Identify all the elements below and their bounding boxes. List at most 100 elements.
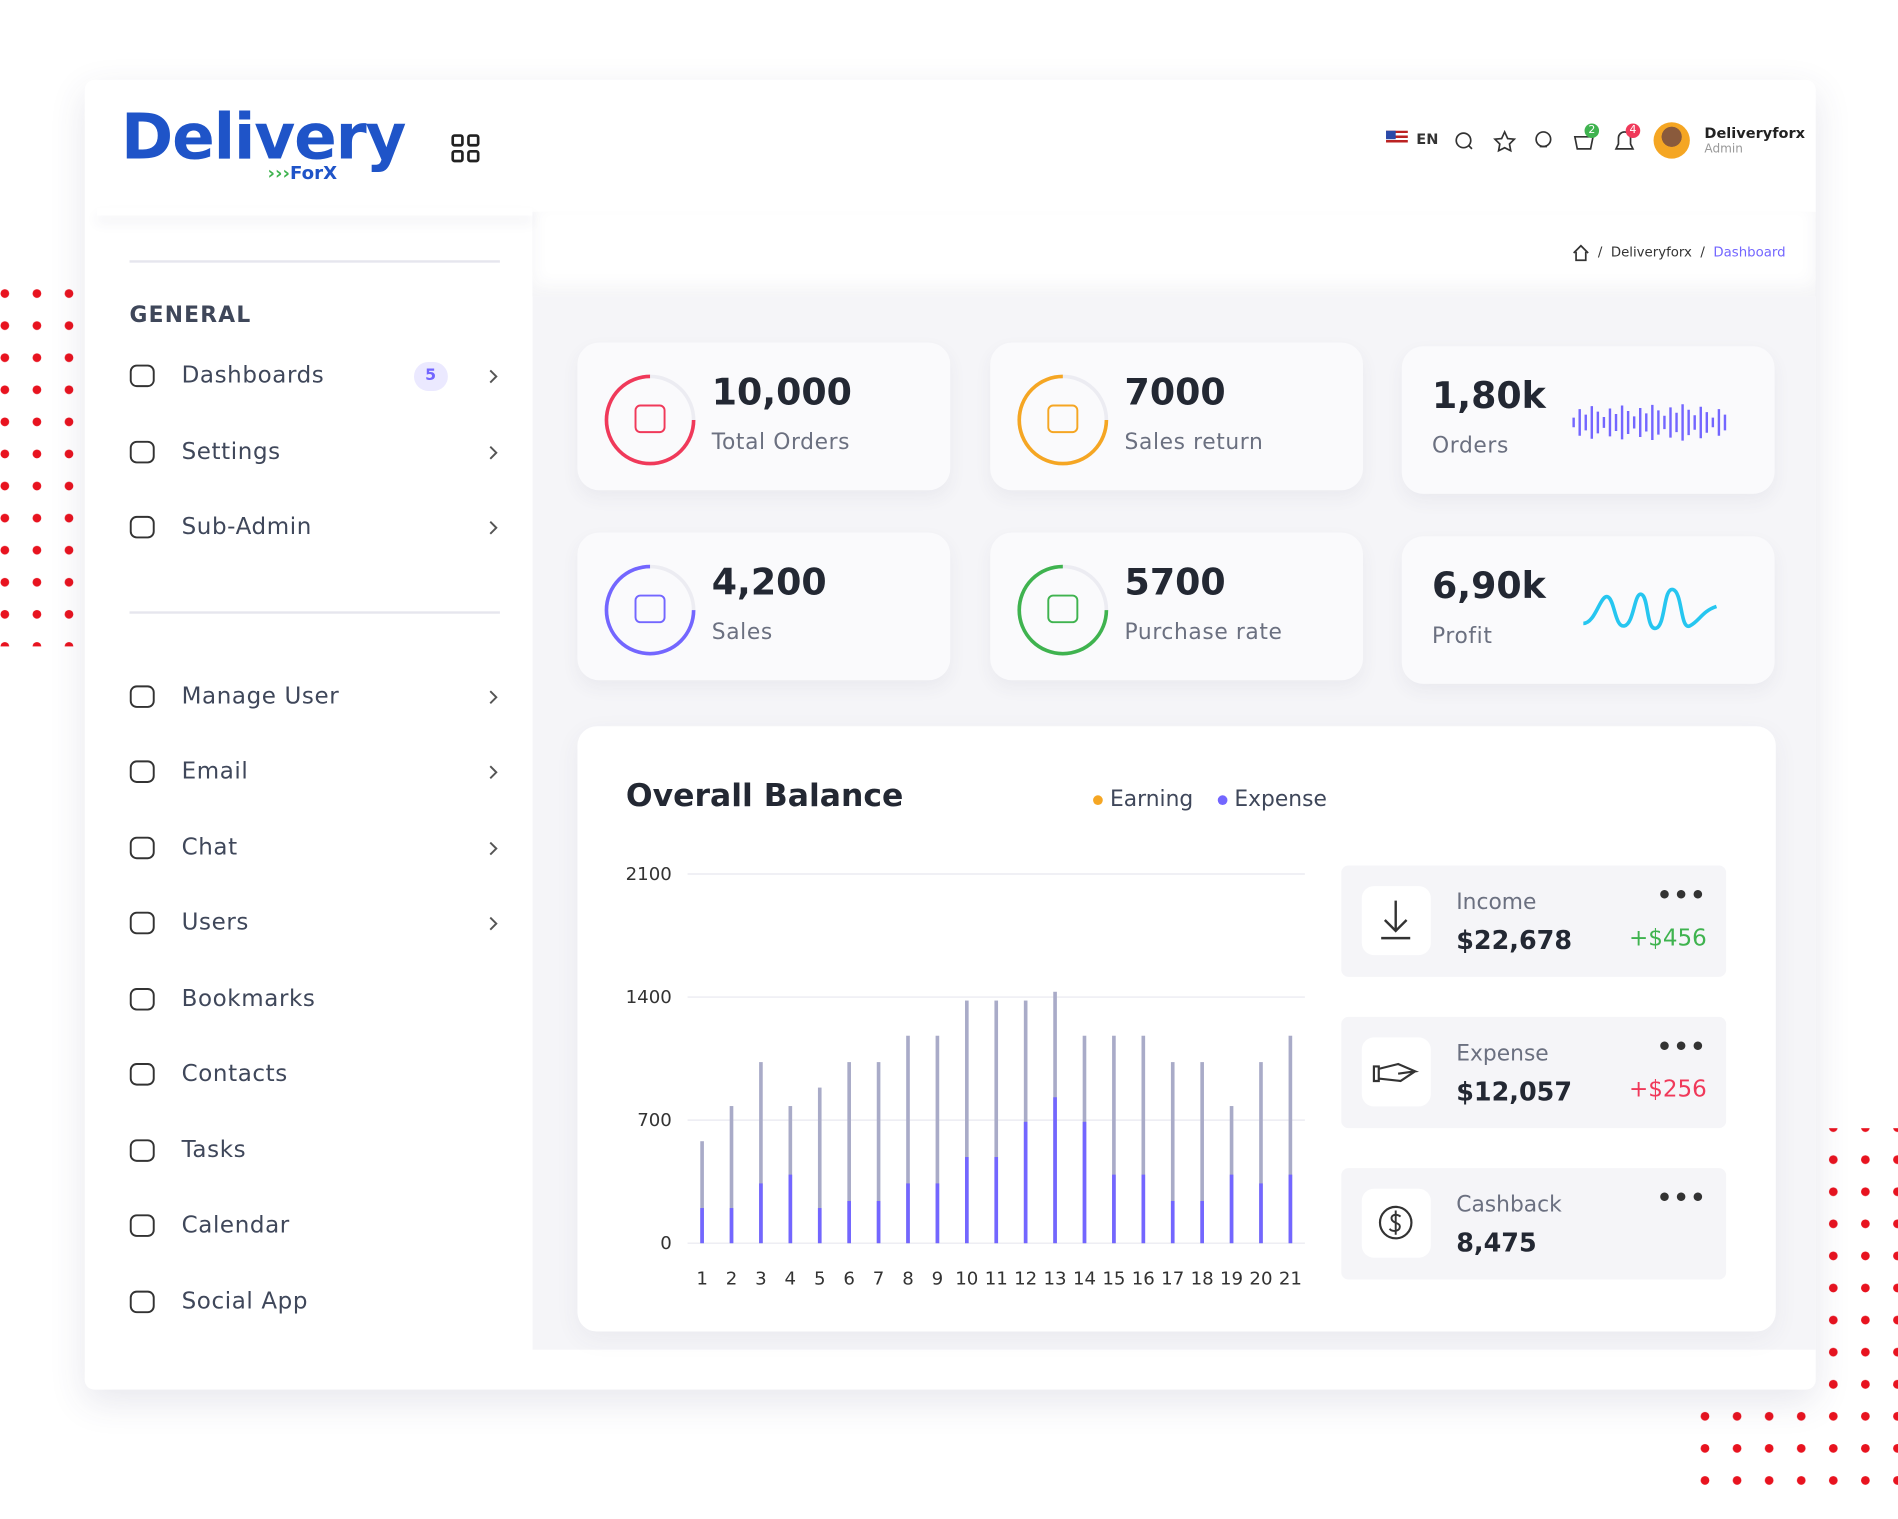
- menu-item[interactable]: Tasks: [128, 1134, 503, 1170]
- chevron: [489, 765, 498, 780]
- grid-toggle[interactable]: [450, 133, 481, 164]
- legend-dot: [1217, 795, 1228, 805]
- breadcrumb: / Deliveryforx / Dashboard: [1597, 244, 1786, 261]
- stat-value: 5700: [1124, 561, 1226, 605]
- stat-ring: [1017, 564, 1109, 656]
- summary-card: Income $22,678 +$456 •••: [1341, 865, 1727, 977]
- bar: [1259, 1062, 1263, 1244]
- stat-ring: [1017, 374, 1109, 466]
- menu-item[interactable]: Users: [128, 907, 503, 943]
- menu-item[interactable]: Dashboards 5: [128, 360, 503, 396]
- x-tick-label: 1: [696, 1268, 708, 1289]
- menu-item[interactable]: Social App: [128, 1285, 503, 1321]
- avatar[interactable]: [1653, 122, 1690, 159]
- menu-item[interactable]: Sub-Admin: [128, 511, 503, 547]
- bar: [1053, 1097, 1057, 1244]
- menu-item[interactable]: Manage User: [128, 680, 503, 716]
- y-tick-label: 1400: [626, 987, 672, 1008]
- summary-label: Cashback: [1456, 1192, 1562, 1218]
- menu-item[interactable]: Calendar: [128, 1209, 503, 1245]
- menu-label: Tasks: [181, 1136, 247, 1163]
- menu-item[interactable]: Contacts: [128, 1058, 503, 1094]
- bar: [965, 1157, 969, 1244]
- bar: [1259, 1183, 1263, 1244]
- logo-sub-text: ForX: [289, 162, 338, 184]
- menu-icon: [129, 760, 155, 783]
- language[interactable]: EN: [1416, 130, 1439, 148]
- stat-card: 4,200 Sales: [577, 532, 951, 681]
- menu-label: Contacts: [181, 1060, 288, 1088]
- x-tick-label: 8: [902, 1268, 914, 1289]
- menu-label: Chat: [181, 833, 238, 861]
- menu-item[interactable]: Settings: [128, 435, 503, 471]
- menu-label: Dashboards: [181, 361, 325, 389]
- more-menu[interactable]: •••: [1656, 1031, 1707, 1061]
- bell-badge: 4: [1625, 123, 1641, 138]
- menu-label: Calendar: [181, 1211, 290, 1239]
- chevron: [489, 521, 498, 535]
- stat-label: Purchase rate: [1124, 619, 1283, 646]
- summary-amount: $12,057: [1456, 1077, 1573, 1107]
- bar: [876, 1062, 881, 1244]
- bar: [817, 1208, 822, 1244]
- bar: [1023, 1121, 1028, 1244]
- summary-label: Income: [1456, 889, 1537, 916]
- x-tick-label: 9: [932, 1268, 944, 1289]
- summary-icon: [1361, 886, 1431, 956]
- bar: [759, 1062, 763, 1244]
- home-icon[interactable]: [1571, 243, 1590, 262]
- summary-change: +$256: [1628, 1076, 1707, 1103]
- icon: [1378, 1205, 1413, 1240]
- menu-item[interactable]: Bookmarks: [128, 982, 503, 1018]
- user-name[interactable]: Deliveryforx: [1704, 124, 1806, 142]
- bar: [700, 1208, 704, 1244]
- x-tick-label: 2: [726, 1268, 738, 1289]
- bar: [1288, 1174, 1293, 1244]
- more-menu[interactable]: •••: [1656, 1182, 1707, 1212]
- bar: [700, 1141, 704, 1244]
- stat-value: 1,80k: [1432, 375, 1546, 418]
- chevron: [489, 369, 498, 384]
- bar: [935, 1035, 940, 1244]
- bar: [1141, 1174, 1146, 1244]
- bar: [729, 1208, 734, 1244]
- bar: [1229, 1174, 1234, 1244]
- chevron: [489, 445, 498, 459]
- x-tick-label: 16: [1132, 1268, 1155, 1289]
- stat-label: Sales return: [1124, 429, 1264, 456]
- legend: Earning Expense: [1093, 787, 1351, 812]
- x-tick-label: 3: [755, 1268, 767, 1289]
- user-role: Admin: [1704, 142, 1743, 157]
- legend-item[interactable]: Earning: [1093, 787, 1193, 812]
- legend-label: Expense: [1234, 786, 1327, 813]
- stat-value: 6,90k: [1432, 565, 1546, 608]
- stat-card: 7000 Sales return: [990, 342, 1364, 491]
- menu-item[interactable]: Email: [128, 755, 503, 791]
- menu-icon: [129, 1063, 155, 1086]
- legend-label: Earning: [1110, 786, 1194, 813]
- stat-card: 6,90k Profit: [1401, 536, 1775, 684]
- bar: [1200, 1200, 1204, 1244]
- more-menu[interactable]: •••: [1656, 880, 1707, 910]
- legend-item[interactable]: Expense: [1217, 786, 1327, 813]
- menu-icon: [129, 911, 155, 935]
- bar: [759, 1183, 763, 1244]
- divider: [129, 610, 500, 614]
- summary-amount: 8,475: [1456, 1228, 1537, 1258]
- bar: [994, 1000, 999, 1244]
- bar: [906, 1035, 910, 1244]
- chevron: [489, 689, 498, 704]
- stat-card: 1,80k Orders: [1401, 346, 1775, 494]
- x-tick-label: 21: [1279, 1268, 1302, 1289]
- breadcrumb-item[interactable]: Deliveryforx: [1610, 244, 1692, 261]
- bar: [906, 1183, 910, 1244]
- menu-badge: 5: [413, 361, 448, 391]
- bar: [847, 1062, 851, 1244]
- menu-icon: [129, 684, 155, 708]
- flag: [1386, 130, 1408, 147]
- menu-label: Email: [181, 757, 249, 785]
- menu-item[interactable]: Chat: [128, 831, 503, 867]
- x-tick-label: 19: [1220, 1268, 1243, 1289]
- bar: [788, 1174, 793, 1244]
- menu-icon: [129, 1290, 155, 1313]
